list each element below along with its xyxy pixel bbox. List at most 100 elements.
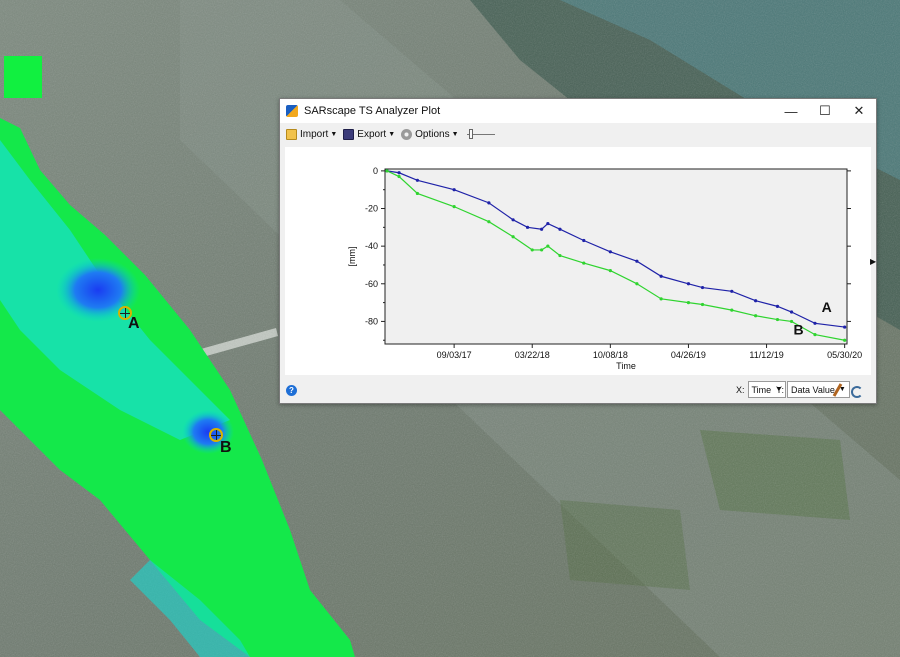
data-point-b [659,297,663,301]
x-tick-label: 05/30/20 [827,350,862,360]
expand-panel-arrow-icon[interactable]: ▶ [870,257,877,266]
data-point-a [546,221,550,226]
close-button[interactable]: ✕ [853,103,865,118]
y-tick-label: -60 [365,279,378,289]
point-b-marker[interactable] [209,428,223,442]
data-point-a [608,250,612,254]
point-b-label: B [220,439,232,456]
y-tick-label: -20 [365,204,378,214]
data-point-b [558,253,562,258]
x-axis-select[interactable]: Time ▼ [747,381,787,398]
data-point-b [511,235,515,239]
data-point-b [813,332,817,337]
toolbar-slider[interactable] [466,129,495,139]
data-point-b [397,174,401,179]
plot-frame [384,168,848,345]
data-point-b [775,317,780,322]
data-point-b [635,282,639,286]
export-label: Export [357,128,387,140]
data-point-a [813,321,817,325]
data-point-a [452,188,456,192]
data-point-b [754,314,758,318]
data-point-a [843,325,847,329]
app-icon [286,105,298,117]
gear-icon [401,128,413,140]
data-point-a [487,201,491,205]
data-point-a [582,238,586,243]
x-tick-label: 11/12/19 [749,350,783,360]
data-point-b [415,191,420,196]
x-tick-label: 03/22/18 [515,350,550,360]
minimize-button[interactable]: — [784,103,798,119]
data-point-b [452,205,456,209]
y-axis-label: Y: [776,384,785,395]
help-icon[interactable]: ? [286,385,297,396]
time-series-chart[interactable]: 0 -20 -40 -60 -80 09/03/17 03/22/18 10/08/18 04/… [285,147,871,375]
data-point-a [730,289,734,293]
data-point-a [558,227,562,231]
import-label: Import [300,128,329,140]
options-menu-button[interactable]: Options ▼ [401,128,459,140]
chevron-down-icon: ▼ [838,386,846,393]
window-title: SARscape TS Analyzer Plot [304,105,441,117]
ts-analyzer-plot-window[interactable]: SARscape TS Analyzer Plot — ☐ ✕ Import ▼… [279,98,877,404]
annotation-b: B [793,322,803,338]
data-point-a [686,282,691,286]
point-a-marker[interactable] [118,306,132,320]
deformation-overlay-cyan-lower [130,560,250,657]
import-menu-button[interactable]: Import ▼ [286,128,338,140]
data-point-a [754,299,758,303]
plot-area[interactable]: 0 -20 -40 -60 -80 09/03/17 03/22/18 10/08/18 04/… [285,147,871,375]
data-point-b [686,301,691,305]
chevron-down-icon: ▼ [775,386,783,393]
y-tick-label: -80 [365,316,378,326]
x-axis-control: X: Time ▼ [736,381,787,398]
data-point-a [511,218,515,222]
data-point-b [582,261,586,265]
x-axis-title: Time [616,361,636,371]
data-point-b [385,169,389,173]
data-point-a [415,178,420,182]
window-controls: — ☐ ✕ [774,99,876,123]
title-bar[interactable]: SARscape TS Analyzer Plot — ☐ ✕ [280,99,876,123]
data-point-b [546,244,550,248]
deformation-patch-small [4,56,42,98]
data-point-a [700,285,705,290]
annotation-a: A [822,299,832,315]
chevron-down-icon: ▼ [451,130,459,138]
y-tick-label: -40 [365,241,378,251]
data-point-b [487,220,491,224]
deformation-overlay-cyan [0,140,230,440]
x-tick-label: 09/03/17 [437,350,472,360]
data-point-b [530,248,534,252]
data-point-b [540,248,544,252]
folder-icon [286,128,297,140]
options-label: Options [415,128,450,140]
save-icon [343,128,355,140]
data-point-a [659,274,663,278]
data-point-a [789,310,794,314]
series-line-b [386,170,845,341]
chevron-down-icon: ▼ [330,130,338,138]
y-axis-value: Data Value [791,384,835,395]
plot-footer: ? X: Time ▼ Y: Data Value ▼ [280,377,876,403]
x-tick-label: 10/08/18 [593,350,628,360]
data-point-a [540,227,544,231]
x-axis-label: X: [736,384,745,395]
slider-thumb[interactable] [468,129,473,139]
x-tick-label: 04/26/19 [671,350,706,360]
point-a-label: A [128,315,140,332]
data-point-a [397,171,401,175]
maximize-button[interactable]: ☐ [819,103,831,118]
data-point-b [730,308,734,312]
x-axis-value: Time [751,384,772,395]
toolbar: Import ▼ Export ▼ Options ▼ [280,123,876,145]
subsidence-zone-b [182,410,234,454]
data-point-b [789,319,794,324]
refresh-icon[interactable] [851,386,863,398]
export-menu-button[interactable]: Export ▼ [343,128,395,140]
subsidence-zone-a [56,258,140,322]
data-point-b [843,338,847,342]
y-axis-title: [mm] [347,247,357,267]
data-point-a [635,259,639,263]
